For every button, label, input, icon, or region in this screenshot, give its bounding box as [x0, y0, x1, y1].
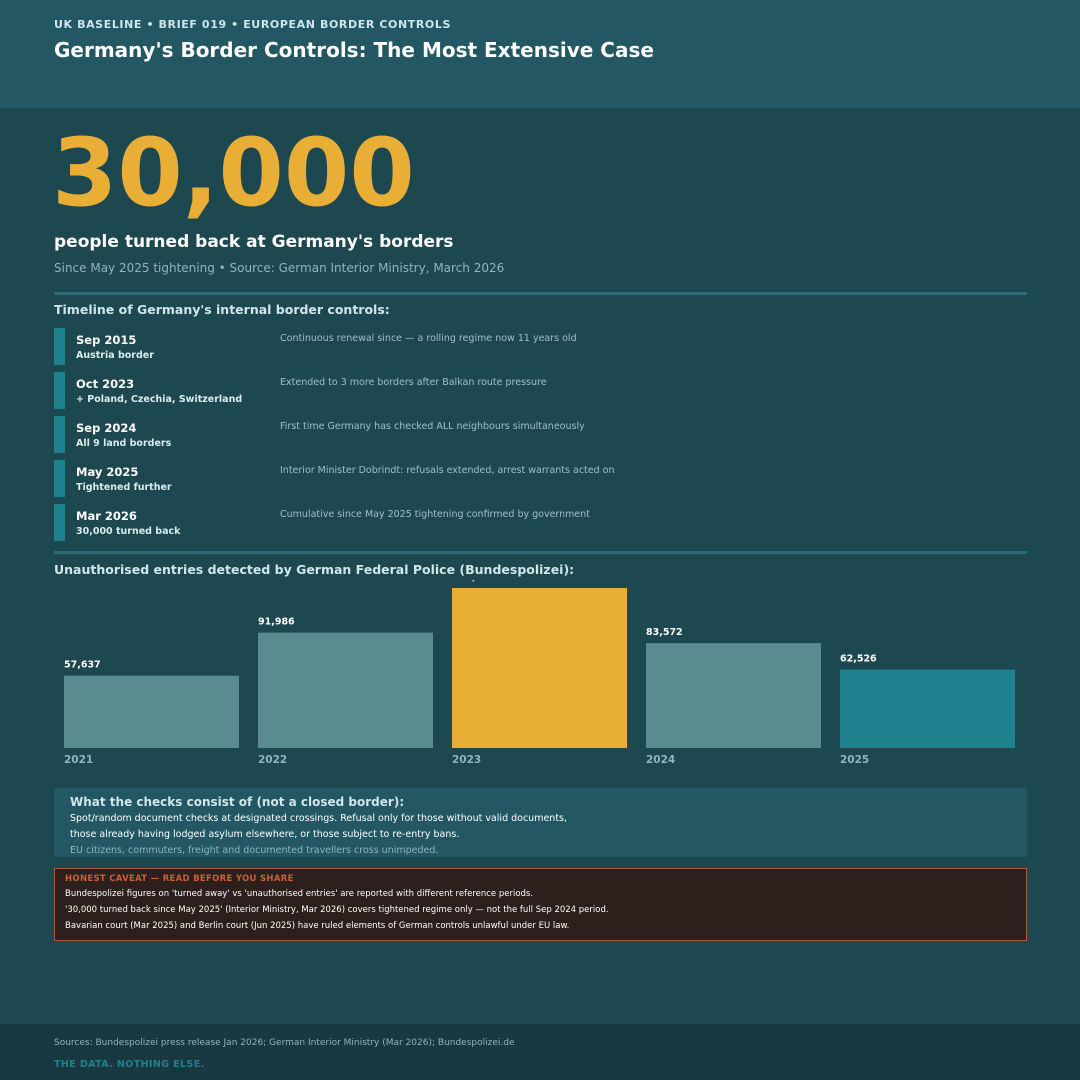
category-label: 2024 — [646, 754, 675, 766]
footer-tagline: THE DATA. NOTHING ELSE. — [54, 1059, 205, 1070]
timeline-date: May 2025 — [76, 465, 139, 479]
category-label: 2022 — [258, 754, 287, 766]
bar-2022 — [258, 632, 433, 748]
timeline-subtitle: 30,000 turned back — [76, 526, 181, 537]
timeline-item: Mar 2026 30,000 turned back Cumulative s… — [54, 504, 1027, 541]
headline-source: Since May 2025 tightening • Source: Germ… — [54, 261, 505, 275]
checks-title: What the checks consist of (not a closed… — [70, 795, 405, 809]
timeline-date: Oct 2023 — [76, 377, 135, 391]
timeline-item: Sep 2015 Austria border Continuous renew… — [54, 328, 1027, 365]
bar-value-label: 83,572 — [646, 627, 683, 638]
chart-title: Unauthorised entries detected by German … — [54, 562, 575, 577]
timeline-description: Cumulative since May 2025 tightening con… — [280, 509, 591, 520]
timeline-date: Mar 2026 — [76, 509, 137, 523]
timeline-marker — [54, 504, 65, 541]
timeline-item: Oct 2023 + Poland, Czechia, Switzerland … — [54, 372, 1027, 409]
timeline-subtitle: All 9 land borders — [76, 438, 172, 449]
timeline-marker — [54, 416, 65, 453]
headline-label: people turned back at Germany's borders — [54, 232, 454, 252]
timeline-subtitle: Tightened further — [76, 482, 172, 493]
category-label: 2021 — [64, 754, 93, 766]
caveat-box: HONEST CAVEAT — READ BEFORE YOU SHARE Bu… — [54, 868, 1027, 941]
bar-value-label: 57,637 — [64, 660, 101, 671]
brief-kicker: UK BASELINE • BRIEF 019 • EUROPEAN BORDE… — [54, 18, 452, 31]
category-label: 2025 — [840, 754, 869, 766]
timeline-marker — [54, 372, 65, 409]
checks-line: Spot/random document checks at designate… — [70, 813, 568, 824]
bar-2021 — [64, 675, 239, 748]
timeline-description: First time Germany has checked ALL neigh… — [280, 421, 585, 432]
bar-2025 — [840, 669, 1015, 748]
page-title: Germany's Border Controls: The Most Exte… — [54, 38, 654, 62]
timeline-date: Sep 2024 — [76, 421, 137, 435]
timeline-marker — [54, 328, 65, 365]
headline-number: 30,000 — [52, 119, 415, 228]
divider — [54, 551, 1027, 554]
caveat-title: HONEST CAVEAT — READ BEFORE YOU SHARE — [65, 874, 294, 884]
checks-box: What the checks consist of (not a closed… — [54, 788, 1027, 857]
timeline-description: Continuous renewal since — a rolling reg… — [280, 333, 577, 344]
entries-bar-chart: 57,637 2021 91,986 2022 127,549 2023 83,572 202… — [64, 580, 1015, 766]
checks-line: those already having lodged asylum elsew… — [70, 829, 460, 840]
category-label: 2023 — [452, 754, 481, 766]
caveat-line: Bundespolizei figures on 'turned away' v… — [65, 889, 534, 899]
timeline-item: May 2025 Tightened further Interior Mini… — [54, 460, 1027, 497]
timeline-heading: Timeline of Germany's internal border co… — [54, 302, 390, 317]
bar-value-label: 91,986 — [258, 617, 295, 628]
timeline-item: Sep 2024 All 9 land borders First time G… — [54, 416, 1027, 453]
timeline-description: Extended to 3 more borders after Balkan … — [280, 377, 547, 388]
timeline-date: Sep 2015 — [76, 333, 137, 347]
checks-line: EU citizens, commuters, freight and docu… — [70, 845, 439, 856]
bar-value-label: 62,526 — [840, 654, 877, 665]
divider — [54, 292, 1027, 295]
timeline-description: Interior Minister Dobrindt: refusals ext… — [280, 465, 615, 476]
header-band: UK BASELINE • BRIEF 019 • EUROPEAN BORDE… — [0, 0, 1080, 108]
timeline-subtitle: Austria border — [76, 350, 154, 361]
bar-value-label: 127,549 — [452, 580, 495, 583]
footer: Sources: Bundespolizei press release Jan… — [0, 1024, 1080, 1080]
footer-sources: Sources: Bundespolizei press release Jan… — [54, 1038, 515, 1048]
caveat-line: Bavarian court (Mar 2025) and Berlin cou… — [65, 921, 570, 931]
bar-2023 — [452, 588, 627, 748]
timeline-marker — [54, 460, 65, 497]
caveat-line: '30,000 turned back since May 2025' (Int… — [65, 905, 609, 915]
bar-2024 — [646, 643, 821, 748]
timeline-subtitle: + Poland, Czechia, Switzerland — [76, 394, 243, 405]
